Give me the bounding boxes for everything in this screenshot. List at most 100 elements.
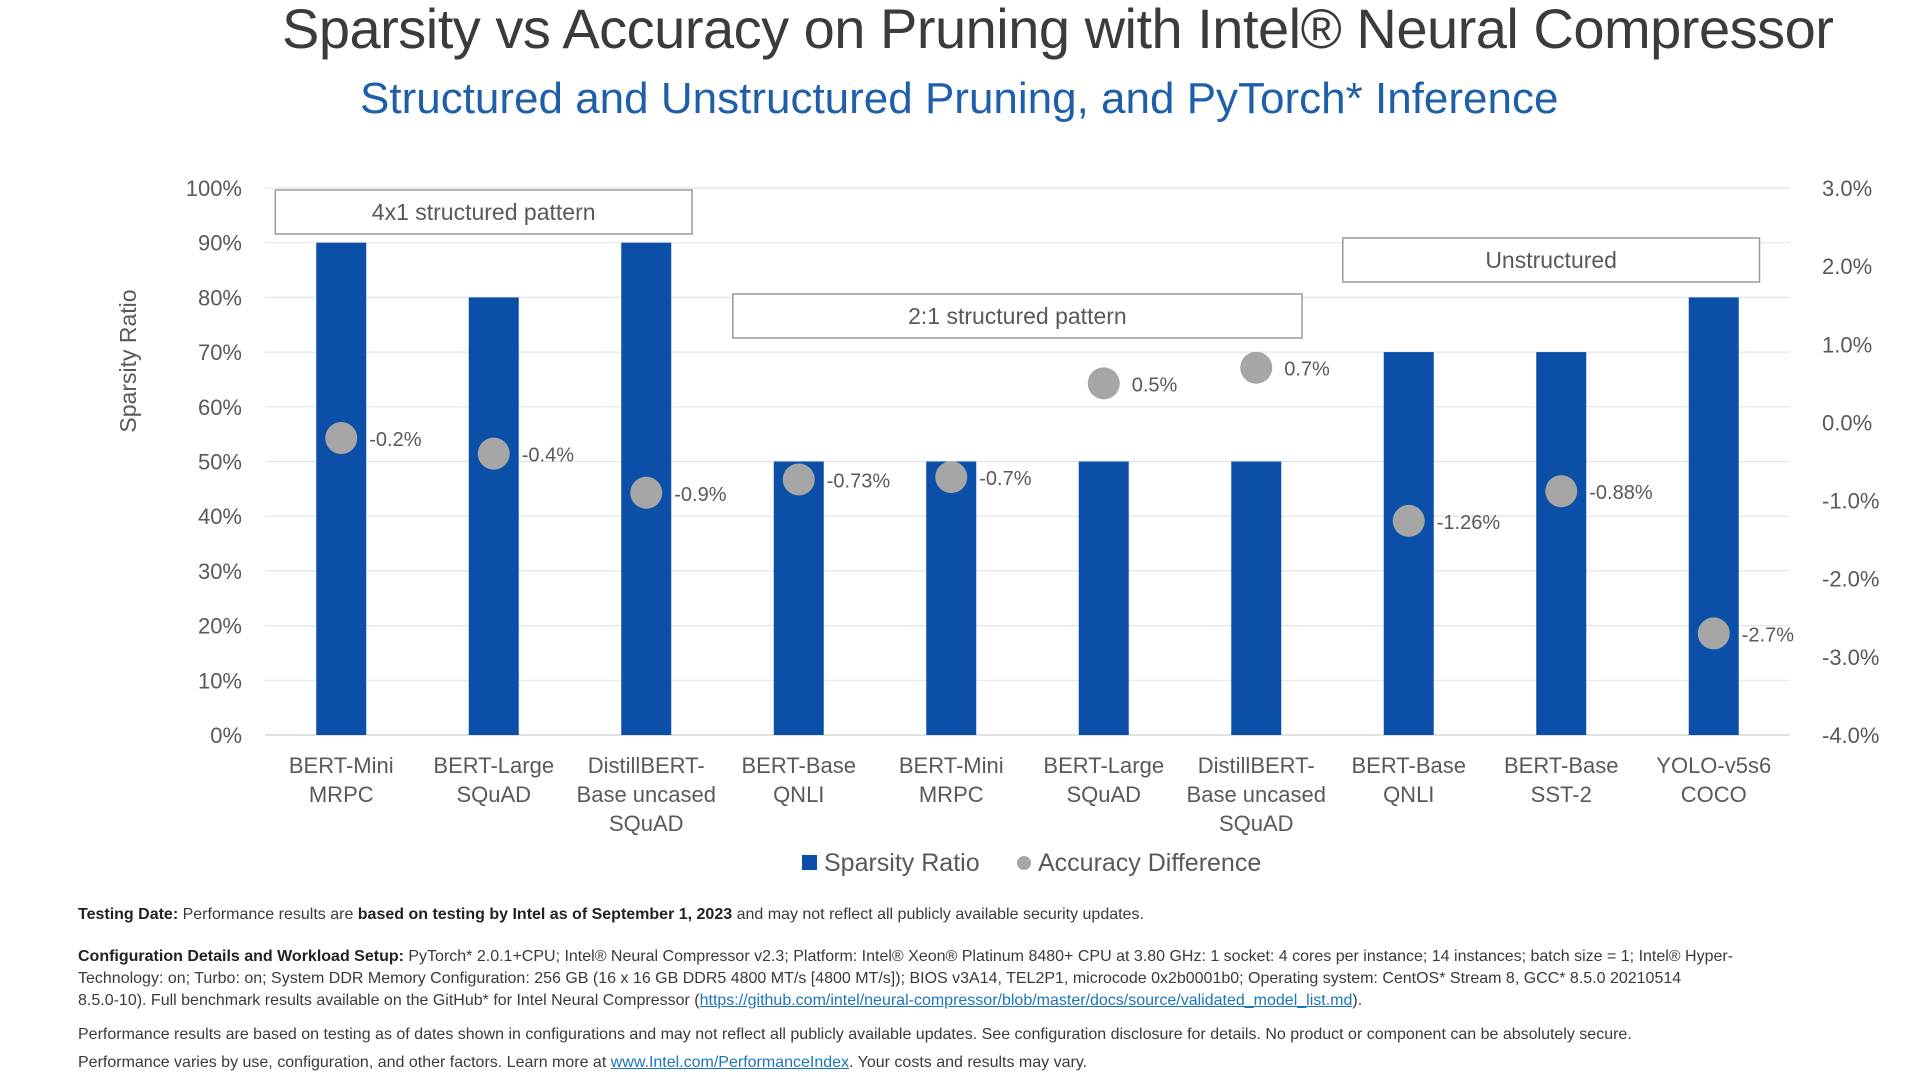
y-tick-label: 20%	[198, 614, 242, 639]
config-note-line-3: 8.5.0-10). Full benchmark results availa…	[78, 990, 1920, 1012]
accuracy-data-label: -0.4%	[522, 445, 574, 467]
sparsity-bar	[773, 461, 824, 735]
sparsity-bar	[468, 297, 519, 735]
y-tick-label: 60%	[198, 395, 242, 420]
x-tick-label: BERT-Base	[741, 753, 856, 778]
x-tick-label: BERT-Base	[1351, 753, 1466, 778]
accuracy-data-label: -0.73%	[827, 470, 891, 492]
sparsity-bar	[316, 242, 367, 735]
legend-swatch-sparsity	[802, 855, 817, 870]
pattern-group-label: Unstructured	[1485, 247, 1617, 273]
accuracy-point	[477, 437, 510, 470]
x-tick-label: DistillBERT-	[588, 753, 705, 778]
performance-index-link[interactable]: www.Intel.com/PerformanceIndex	[610, 1054, 850, 1071]
legend-label-sparsity: Sparsity Ratio	[824, 849, 980, 877]
y2-tick-label: 0.0%	[1822, 410, 1872, 435]
testing-bold: based on testing by Intel as of Septembe…	[357, 906, 733, 923]
y-tick-label: 10%	[198, 668, 242, 693]
x-tick-label: BERT-Mini	[899, 753, 1004, 778]
pattern-group-box	[732, 293, 1303, 339]
y-tick-label: 70%	[198, 340, 242, 365]
footnotes: Testing Date: Performance results are ba…	[78, 904, 1920, 1074]
legend-swatch-accuracy	[1017, 856, 1031, 870]
accuracy-point	[1087, 367, 1120, 400]
github-link[interactable]: https://github.com/intel/neural-compress…	[699, 992, 1353, 1009]
sparsity-bar	[1688, 297, 1739, 735]
x-tick-label: QNLI	[1383, 782, 1434, 807]
accuracy-data-label: -0.2%	[369, 429, 421, 451]
y-tick-label: 30%	[198, 559, 242, 584]
y2-tick-label: -1.0%	[1822, 489, 1879, 514]
config-text-1: PyTorch* 2.0.1+CPU; Intel® Neural Compre…	[403, 948, 1734, 965]
legend-label-accuracy: Accuracy Difference	[1038, 849, 1261, 877]
y2-tick-label: 1.0%	[1822, 332, 1872, 357]
accuracy-data-label: -0.88%	[1589, 482, 1653, 504]
config-text-3b: ).	[1352, 992, 1363, 1009]
sparsity-bar	[1231, 461, 1282, 735]
x-tick-label: MRPC	[919, 782, 984, 807]
accuracy-data-label: 0.7%	[1284, 359, 1330, 381]
sparsity-bar	[926, 461, 977, 735]
accuracy-point	[1545, 475, 1578, 508]
testing-date-label: Testing Date:	[78, 906, 179, 923]
accuracy-data-label: -1.26%	[1437, 512, 1501, 534]
config-note-line-1: Configuration Details and Workload Setup…	[78, 946, 1920, 968]
perf-text-2: Performance varies by use, configuration…	[78, 1054, 611, 1071]
x-tick-label: SQuAD	[1066, 782, 1141, 807]
y-tick-label: 100%	[186, 176, 242, 201]
x-tick-label: SQuAD	[456, 782, 531, 807]
performance-disclaimer: Performance results are based on testing…	[78, 1026, 1632, 1043]
testing-date-note: Testing Date: Performance results are ba…	[78, 904, 1920, 926]
x-tick-label: COCO	[1681, 782, 1747, 807]
pattern-group-label: 4x1 structured pattern	[372, 199, 596, 225]
y2-tick-label: -4.0%	[1822, 723, 1879, 748]
pattern-group-box	[274, 189, 693, 235]
testing-text-2: and may not reflect all publicly availab…	[732, 906, 1144, 923]
sparsity-bar	[1383, 352, 1434, 735]
perf-text-2b: . Your costs and results may vary.	[849, 1054, 1088, 1071]
sparsity-bar	[1536, 352, 1587, 735]
x-tick-label: QNLI	[773, 782, 824, 807]
y2-tick-label: 2.0%	[1822, 254, 1872, 279]
config-text-3: 8.5.0-10). Full benchmark results availa…	[78, 992, 700, 1009]
y2-tick-label: -2.0%	[1822, 567, 1879, 592]
x-tick-label: YOLO-v5s6	[1656, 753, 1771, 778]
accuracy-point	[935, 461, 968, 494]
x-tick-label: SQuAD	[1219, 811, 1294, 836]
y-tick-label: 0%	[210, 723, 242, 748]
x-tick-label: BERT-Large	[433, 753, 554, 778]
chart-title-text: Sparsity vs Accuracy on Pruning with Int…	[282, 0, 1834, 60]
x-tick-label: MRPC	[309, 782, 374, 807]
accuracy-data-label: -0.9%	[674, 484, 726, 506]
accuracy-point	[1392, 504, 1425, 537]
x-tick-label: SST-2	[1531, 782, 1592, 807]
y-tick-label: 80%	[198, 285, 242, 310]
accuracy-point	[1240, 351, 1273, 384]
accuracy-data-label: 0.5%	[1132, 374, 1178, 396]
config-note-line-2: Technology: on; Turbo: on; System DDR Me…	[78, 970, 1682, 987]
x-tick-label: SQuAD	[609, 811, 684, 836]
sparsity-bar	[1078, 461, 1129, 735]
config-label: Configuration Details and Workload Setup…	[78, 948, 404, 965]
accuracy-point	[630, 476, 663, 509]
y-tick-label: 50%	[198, 450, 242, 475]
y-tick-label: 40%	[198, 504, 242, 529]
x-tick-label: BERT-Base	[1504, 753, 1619, 778]
pattern-group-label: 2:1 structured pattern	[908, 303, 1127, 329]
x-tick-label: Base uncased	[1187, 782, 1326, 807]
performance-disclaimer-2: Performance varies by use, configuration…	[78, 1052, 1920, 1074]
y2-tick-label: 3.0%	[1822, 176, 1872, 201]
x-tick-label: BERT-Mini	[289, 753, 394, 778]
chart-subtitle: Structured and Unstructured Pruning, and…	[360, 74, 1559, 123]
y2-tick-label: -3.0%	[1822, 645, 1879, 670]
chart-title: Sparsity vs Accuracy on Pruning with Int…	[0, 0, 1920, 62]
accuracy-point	[1697, 617, 1730, 650]
testing-text: Performance results are	[178, 906, 358, 923]
y-tick-label: 90%	[198, 231, 242, 256]
y-axis-title: Sparsity Ratio	[115, 289, 141, 432]
accuracy-point	[325, 422, 358, 455]
x-tick-label: BERT-Large	[1043, 753, 1164, 778]
x-tick-label: Base uncased	[577, 782, 716, 807]
pattern-group-box	[1342, 237, 1761, 283]
